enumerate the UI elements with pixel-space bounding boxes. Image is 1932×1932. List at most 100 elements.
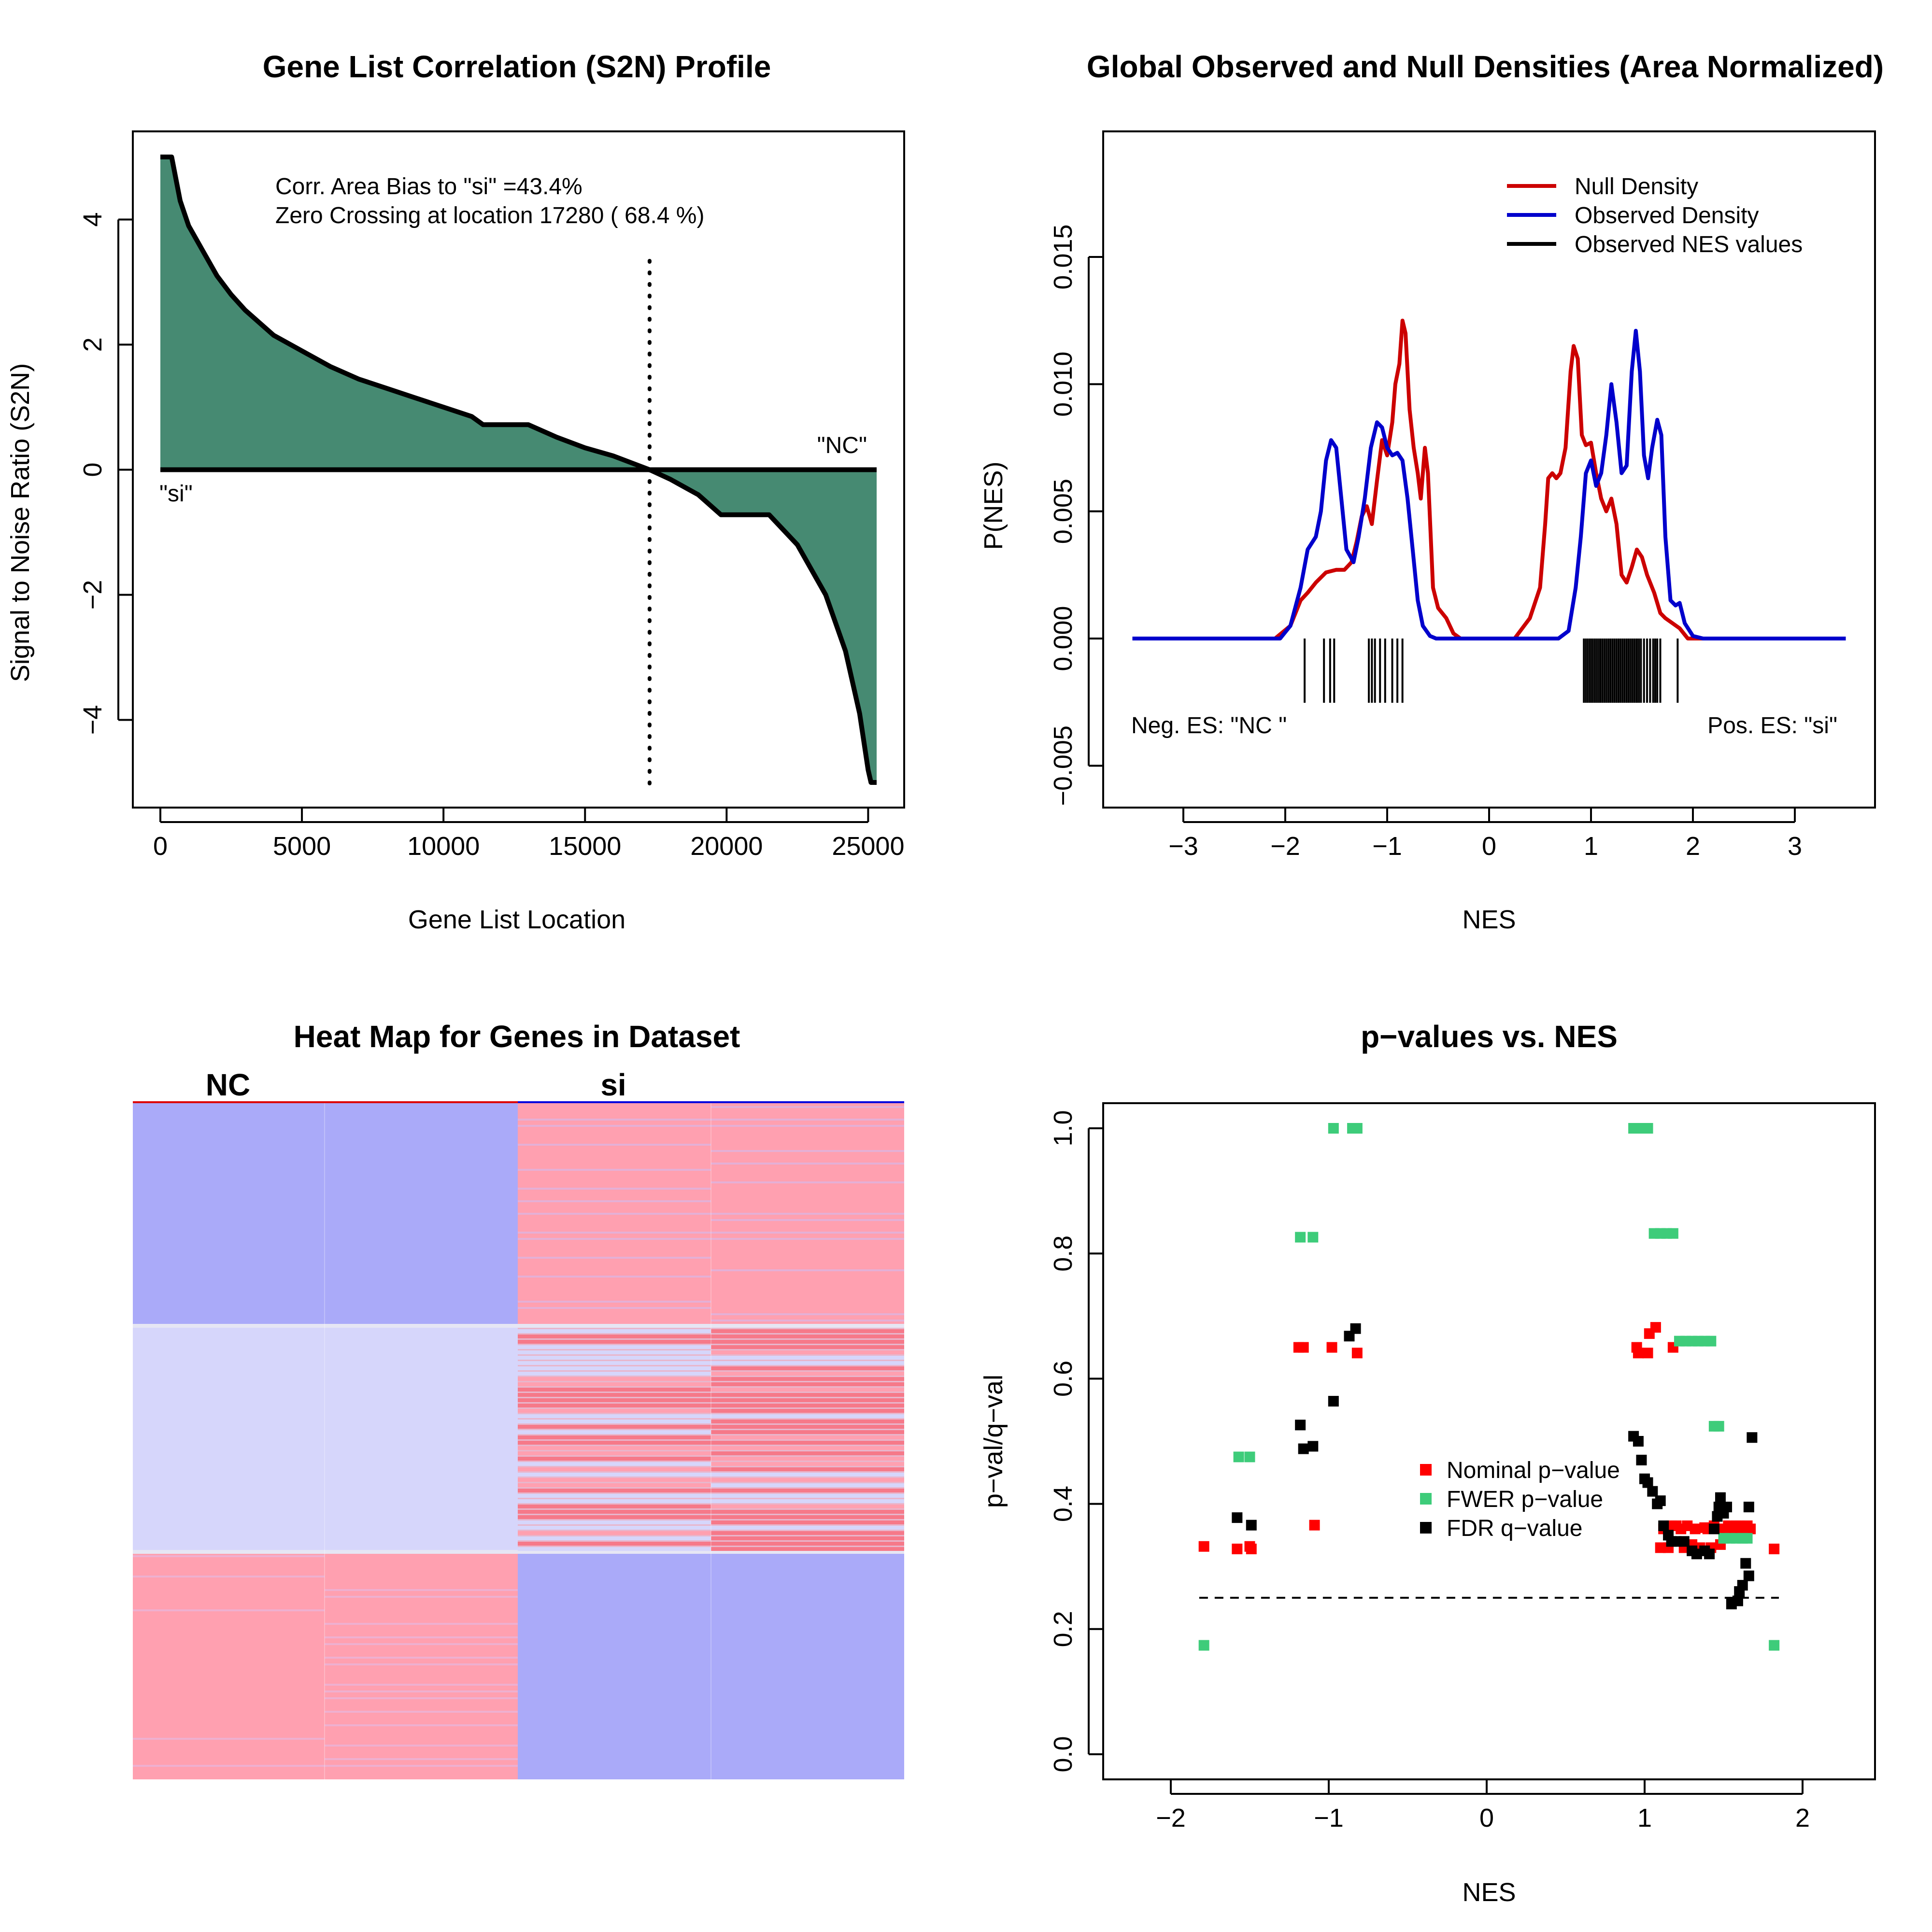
- fwer-p-point: [1705, 1335, 1717, 1347]
- fdr-q-point: [1747, 1432, 1758, 1443]
- heatmap-stripe: [518, 1451, 711, 1455]
- density-panel: Global Observed and Null Densities (Area…: [979, 49, 1884, 934]
- density-y-tick-label: 0.000: [1049, 606, 1078, 671]
- heatmap-stripe: [518, 1213, 711, 1215]
- heatmap-stripe: [518, 1542, 711, 1546]
- s2n-y-tick-label: −2: [78, 580, 107, 610]
- heatmap-stripe: [711, 1382, 904, 1386]
- heatmap-stripe: [518, 1425, 711, 1429]
- fwer-p-point: [1713, 1421, 1724, 1432]
- s2n-title: Gene List Correlation (S2N) Profile: [263, 49, 771, 84]
- heatmap-stripe: [133, 1738, 325, 1740]
- heatmap-stripe: [325, 1623, 518, 1625]
- heatmap-stripe: [711, 1366, 904, 1370]
- heatmap-stripe: [711, 1430, 904, 1434]
- heatmap-stripe: [133, 1765, 325, 1767]
- density-x-tick-label: 0: [1482, 832, 1496, 861]
- fwer-p-point: [1351, 1123, 1363, 1134]
- s2n-x-axis-label: Gene List Location: [408, 905, 625, 934]
- heatmap-stripe: [518, 1257, 711, 1259]
- heatmap-title: Heat Map for Genes in Dataset: [294, 1019, 740, 1054]
- heatmap-stripe: [711, 1377, 904, 1381]
- heatmap-stripe: [518, 1238, 711, 1240]
- heatmap-stripe: [325, 1684, 518, 1686]
- fwer-p-point: [1233, 1451, 1244, 1463]
- fdr-q-point: [1708, 1523, 1719, 1534]
- heatmap-stripe: [711, 1350, 904, 1354]
- fwer-p-point: [1742, 1533, 1753, 1544]
- fdr-q-point: [1743, 1570, 1754, 1581]
- heatmap-block: [133, 1103, 518, 1325]
- heatmap-stripe: [518, 1345, 711, 1349]
- fwer-p-point: [1307, 1232, 1319, 1243]
- heatmap-stripe: [325, 1724, 518, 1726]
- heatmap-stripe: [711, 1372, 904, 1376]
- nominal-p-point: [1351, 1348, 1363, 1359]
- s2n-x-tick-label: 15000: [549, 832, 621, 861]
- heatmap-stripe: [518, 1301, 711, 1303]
- density-y-tick-label: −0.005: [1049, 725, 1078, 806]
- density-x-tick-label: 2: [1686, 832, 1700, 861]
- heatmap-stripe: [325, 1657, 518, 1659]
- heatmap-stripe: [711, 1526, 904, 1530]
- density-legend: Null Density Observed Density Observed NES…: [1507, 174, 1803, 257]
- pvalues-legend-swatch: [1420, 1493, 1432, 1505]
- heatmap-stripe: [711, 1232, 904, 1234]
- heatmap-block-separator: [133, 1324, 904, 1328]
- pvalues-legend: Nominal p−value FWER p−value FDR q−value: [1420, 1458, 1620, 1541]
- heatmap-stripe: [325, 1636, 518, 1638]
- heatmap-stripe: [711, 1398, 904, 1402]
- s2n-y-tick-label: −4: [78, 705, 107, 735]
- heatmap-stripe: [518, 1119, 711, 1121]
- heatmap-stripe: [518, 1467, 711, 1471]
- heatmap-stripe: [711, 1106, 904, 1108]
- heatmap-stripe: [711, 1515, 904, 1519]
- fwer-p-point: [1769, 1640, 1780, 1651]
- density-y-tick-label: 0.015: [1049, 224, 1078, 289]
- heatmap-stripe: [711, 1219, 904, 1221]
- heatmap-stripe: [325, 1765, 518, 1767]
- heatmap-stripe: [711, 1125, 904, 1127]
- heatmap-stripe: [711, 1473, 904, 1477]
- heatmap-stripe: [711, 1213, 904, 1215]
- heatmap-group-nc: NC: [206, 1067, 250, 1102]
- pvalues-legend-swatch: [1420, 1522, 1432, 1534]
- heatmap-stripe: [711, 1345, 904, 1349]
- s2n-frame: [132, 130, 905, 809]
- heatmap-stripe: [711, 1320, 904, 1321]
- heatmap-stripe: [711, 1494, 904, 1498]
- heatmap-stripe: [711, 1510, 904, 1514]
- pvalues-legend-label: FDR q−value: [1447, 1516, 1582, 1541]
- heatmap-stripe: [518, 1356, 711, 1360]
- pvalues-legend-label: FWER p−value: [1447, 1487, 1603, 1512]
- s2n-x-tick-label: 20000: [690, 832, 763, 861]
- heatmap-stripe: [325, 1758, 518, 1760]
- heatmap-stripe: [518, 1232, 711, 1234]
- pvalues-legend-label: Nominal p−value: [1447, 1458, 1620, 1483]
- nominal-p-point: [1309, 1520, 1320, 1531]
- density-y-tick-label: 0.010: [1049, 352, 1078, 417]
- heatmap-stripe: [711, 1313, 904, 1315]
- pvalues-x-axis-label: NES: [1462, 1878, 1516, 1907]
- heatmap-stripe: [518, 1398, 711, 1402]
- pvalues-x-tick-label: −1: [1314, 1804, 1344, 1833]
- s2n-profile-line: [160, 155, 877, 785]
- heatmap-stripe: [518, 1430, 711, 1434]
- heatmap-stripe: [325, 1690, 518, 1692]
- pvalues-title: p−values vs. NES: [1361, 1019, 1618, 1054]
- nominal-p-point: [1650, 1322, 1661, 1333]
- fdr-q-point: [1307, 1441, 1319, 1452]
- pvalues-y-axis-label: p−val/q−val: [979, 1375, 1008, 1508]
- s2n-y-tick-label: 0: [78, 462, 107, 477]
- fwer-p-point: [1328, 1123, 1339, 1134]
- heatmap-group-si: si: [600, 1067, 626, 1102]
- heatmap-stripe: [518, 1531, 711, 1535]
- heatmap-stripe: [518, 1547, 711, 1551]
- heatmap-stripe: [711, 1536, 904, 1540]
- pvalues-x-tick-label: 2: [1795, 1804, 1810, 1833]
- heatmap-stripe: [518, 1462, 711, 1466]
- fdr-q-point: [1633, 1436, 1644, 1447]
- density-legend-label: Observed NES values: [1575, 232, 1803, 257]
- heatmap-stripe: [711, 1542, 904, 1546]
- heatmap-stripe: [518, 1200, 711, 1202]
